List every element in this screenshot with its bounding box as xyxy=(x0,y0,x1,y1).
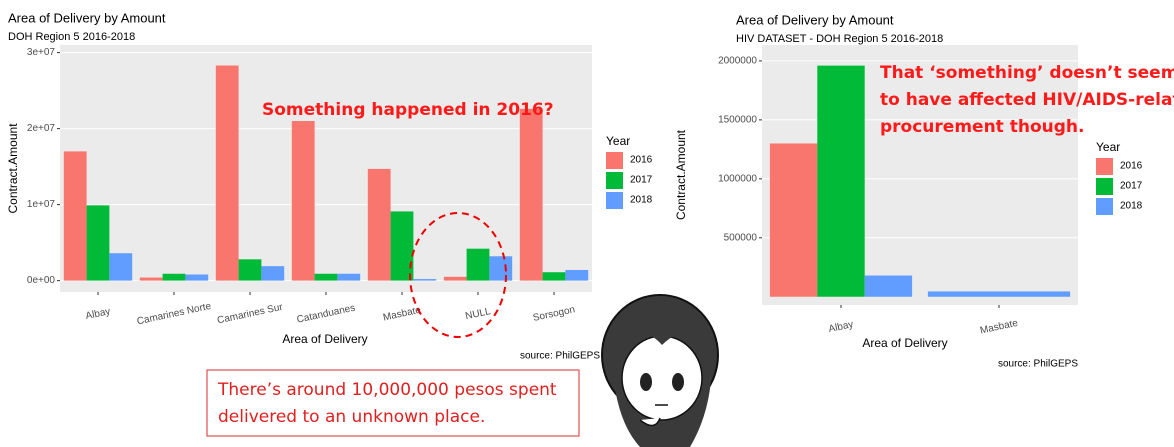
bar xyxy=(865,276,912,297)
source: source: PhilGEPS xyxy=(998,359,1078,370)
legend-swatch xyxy=(606,172,623,189)
x-tick-label: Albay xyxy=(828,319,855,335)
bar xyxy=(216,66,239,281)
bar xyxy=(163,274,186,281)
bar xyxy=(565,270,588,281)
legend-swatch xyxy=(606,152,623,169)
x-tick-label: Albay xyxy=(85,306,112,322)
y-tick-label: 2e+07 xyxy=(27,123,56,134)
legend-label: 2018 xyxy=(1120,201,1143,212)
x-tick-label: Camarines Norte xyxy=(136,301,213,328)
annotation: to have affected HIV/AIDS-related xyxy=(880,90,1174,110)
y-tick-label: 1000000 xyxy=(718,173,757,184)
bar xyxy=(520,109,543,281)
x-tick-label: NULL xyxy=(464,306,492,322)
y-tick-label: 0e+00 xyxy=(27,275,56,286)
x-axis-title: Area of Delivery xyxy=(862,336,947,350)
y-tick-label: 1e+07 xyxy=(27,199,56,210)
source: source: PhilGEPS xyxy=(520,351,600,362)
bar xyxy=(391,211,414,280)
chart-subtitle: DOH Region 5 2016-2018 xyxy=(8,31,135,43)
bar xyxy=(467,249,490,281)
bar xyxy=(817,66,864,297)
chart-title: Area of Delivery by Amount xyxy=(8,10,166,25)
bar xyxy=(261,266,284,280)
bar xyxy=(64,151,87,280)
legend-title: Year xyxy=(1096,140,1120,154)
legend-label: 2017 xyxy=(630,175,653,186)
legend-swatch xyxy=(1096,178,1113,195)
callout-text: There’s around 10,000,000 pesos spent xyxy=(217,380,557,400)
plot-panel xyxy=(60,45,592,292)
bar xyxy=(109,253,132,280)
x-tick-label: Masbate xyxy=(382,305,422,324)
cartoon xyxy=(602,295,718,447)
bar xyxy=(140,278,163,281)
chart-subtitle: HIV DATASET - DOH Region 5 2016-2018 xyxy=(736,33,943,45)
callout-text: delivered to an unknown place. xyxy=(218,407,485,427)
bar xyxy=(239,259,262,280)
bar xyxy=(368,169,391,281)
bar xyxy=(543,272,566,280)
x-axis-title: Area of Delivery xyxy=(282,332,367,346)
y-tick-label: 2000000 xyxy=(718,56,757,67)
y-tick-label: 3e+07 xyxy=(27,47,56,58)
bar xyxy=(315,274,338,281)
bar xyxy=(413,279,436,281)
legend-label: 2018 xyxy=(630,195,653,206)
x-tick-label: Masbate xyxy=(979,318,1019,337)
annotation: procurement though. xyxy=(880,117,1084,137)
bar xyxy=(337,274,360,281)
bar xyxy=(928,291,1070,296)
y-tick-label: 500000 xyxy=(724,232,758,243)
annotation: That ‘something’ doesn’t seem xyxy=(880,63,1174,83)
y-tick-label: 1500000 xyxy=(718,115,757,126)
bar xyxy=(185,275,208,281)
bar xyxy=(292,121,315,281)
legend-label: 2016 xyxy=(630,155,653,166)
legend-swatch xyxy=(1096,158,1113,175)
legend-swatch xyxy=(1096,198,1113,215)
legend-label: 2017 xyxy=(1120,181,1143,192)
y-axis-title: Contract.Amount xyxy=(674,129,688,220)
slide: Area of Delivery by Amount DOH Region 5 2… xyxy=(0,0,1174,447)
x-tick-label: Camarines Sur xyxy=(216,302,284,327)
y-axis-title: Contract.Amount xyxy=(6,123,20,214)
legend-title: Year xyxy=(606,134,630,148)
chart-title: Area of Delivery by Amount xyxy=(736,12,894,27)
legend-swatch xyxy=(606,192,623,209)
bar xyxy=(87,205,110,280)
x-tick-label: Sorsogon xyxy=(532,304,576,324)
x-tick-label: Catanduanes xyxy=(296,303,356,326)
bar xyxy=(444,277,467,281)
bar xyxy=(489,256,512,280)
legend-label: 2016 xyxy=(1120,161,1143,172)
annotation: Something happened in 2016? xyxy=(262,100,554,120)
bar xyxy=(770,143,817,296)
